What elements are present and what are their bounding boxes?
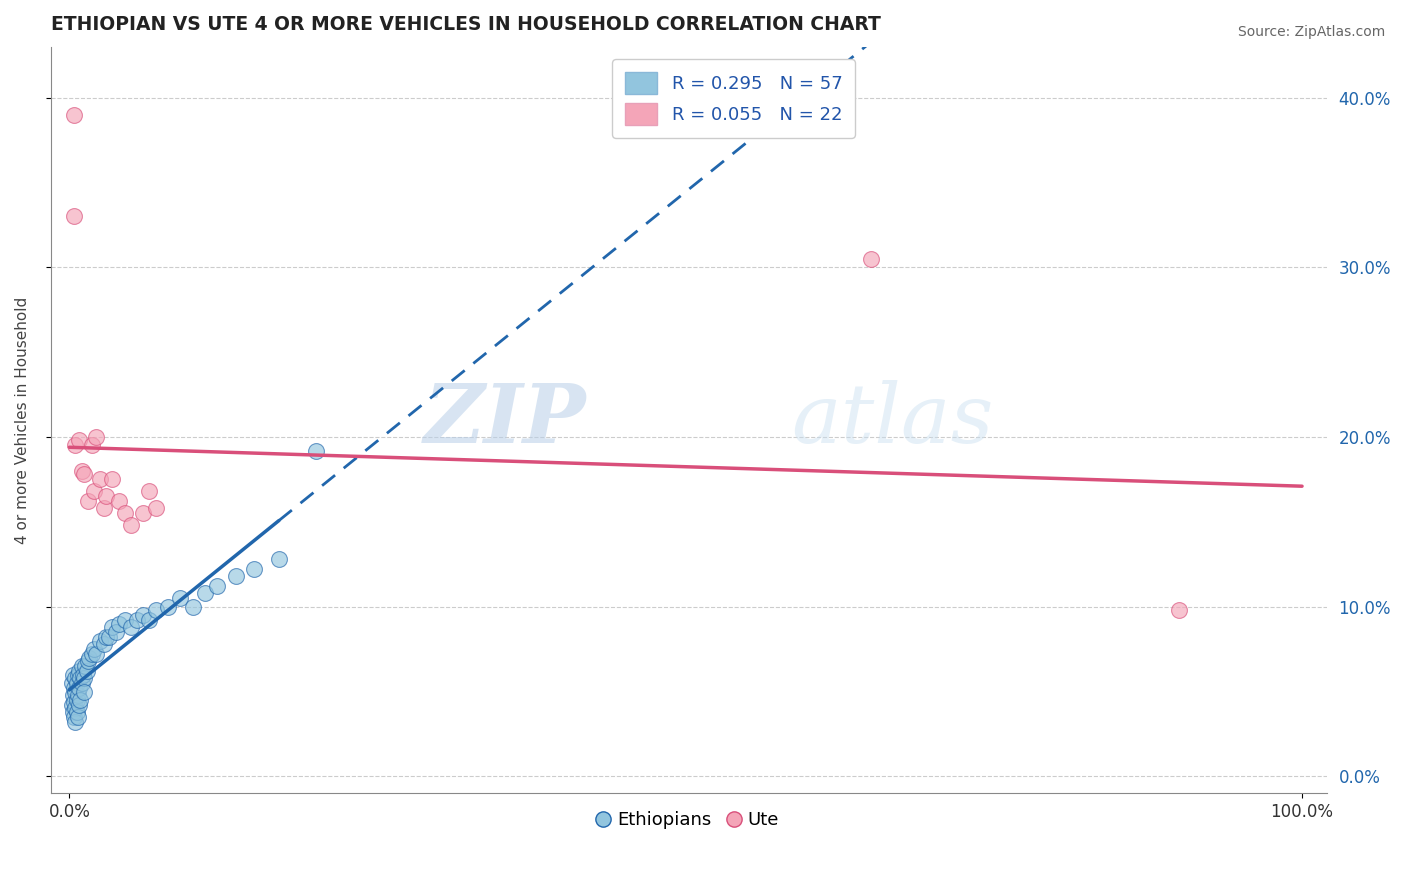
Point: [73, 467, 96, 482]
Point: [107, 494, 129, 508]
Point: [145, 501, 167, 516]
Point: [96, 489, 118, 503]
Point: [62, 667, 84, 681]
Point: [80, 647, 103, 661]
Point: [107, 616, 129, 631]
Point: [114, 613, 136, 627]
Point: [156, 599, 179, 614]
Point: [138, 613, 160, 627]
Y-axis label: 4 or more Vehicles in Household: 4 or more Vehicles in Household: [15, 296, 30, 543]
Point: [83, 484, 105, 499]
Point: [181, 599, 204, 614]
Point: [73, 671, 96, 685]
Point: [114, 506, 136, 520]
Point: [65, 701, 87, 715]
Point: [76, 494, 98, 508]
Point: [66, 705, 89, 719]
Point: [66, 667, 89, 681]
Point: [89, 633, 111, 648]
Point: [60, 676, 83, 690]
Point: [70, 676, 93, 690]
Point: [63, 210, 86, 224]
Point: [66, 693, 89, 707]
Point: [132, 608, 155, 623]
Point: [63, 710, 86, 724]
Text: Source: ZipAtlas.com: Source: ZipAtlas.com: [1237, 25, 1385, 39]
Point: [96, 630, 118, 644]
Point: [105, 625, 128, 640]
Point: [859, 252, 882, 266]
Point: [243, 562, 266, 576]
Point: [86, 647, 108, 661]
Point: [70, 464, 93, 478]
Point: [76, 664, 98, 678]
Point: [101, 472, 124, 486]
Point: [101, 620, 124, 634]
Point: [67, 434, 90, 448]
Point: [72, 667, 94, 681]
Point: [194, 586, 217, 600]
Point: [93, 637, 115, 651]
Legend: Ethiopians, Ute: Ethiopians, Ute: [592, 805, 786, 837]
Point: [93, 501, 115, 516]
Point: [69, 671, 91, 685]
Point: [138, 484, 160, 499]
Point: [75, 659, 97, 673]
Point: [120, 518, 142, 533]
Point: [63, 681, 86, 695]
Text: atlas: atlas: [790, 380, 993, 460]
Point: [65, 715, 87, 730]
Point: [120, 620, 142, 634]
Point: [65, 438, 87, 452]
Point: [76, 654, 98, 668]
Point: [67, 664, 90, 678]
Point: [89, 472, 111, 486]
Point: [65, 684, 87, 698]
Point: [63, 695, 86, 709]
Point: [86, 430, 108, 444]
Point: [225, 569, 247, 583]
Point: [132, 506, 155, 520]
Point: [83, 642, 105, 657]
Point: [62, 688, 84, 702]
Point: [62, 705, 84, 719]
Point: [65, 671, 87, 685]
Point: [67, 698, 90, 712]
Point: [77, 650, 100, 665]
Text: ZIP: ZIP: [425, 380, 586, 460]
Point: [67, 681, 90, 695]
Point: [63, 107, 86, 121]
Point: [1167, 603, 1189, 617]
Point: [305, 443, 328, 458]
Point: [267, 552, 290, 566]
Point: [80, 438, 103, 452]
Point: [66, 688, 89, 702]
Point: [70, 659, 93, 673]
Point: [145, 603, 167, 617]
Point: [73, 684, 96, 698]
Text: ETHIOPIAN VS UTE 4 OR MORE VEHICLES IN HOUSEHOLD CORRELATION CHART: ETHIOPIAN VS UTE 4 OR MORE VEHICLES IN H…: [51, 15, 880, 34]
Point: [127, 613, 149, 627]
Point: [97, 630, 120, 644]
Point: [66, 710, 89, 724]
Point: [66, 676, 89, 690]
Point: [169, 591, 191, 606]
Point: [60, 698, 83, 712]
Point: [69, 693, 91, 707]
Point: [207, 579, 229, 593]
